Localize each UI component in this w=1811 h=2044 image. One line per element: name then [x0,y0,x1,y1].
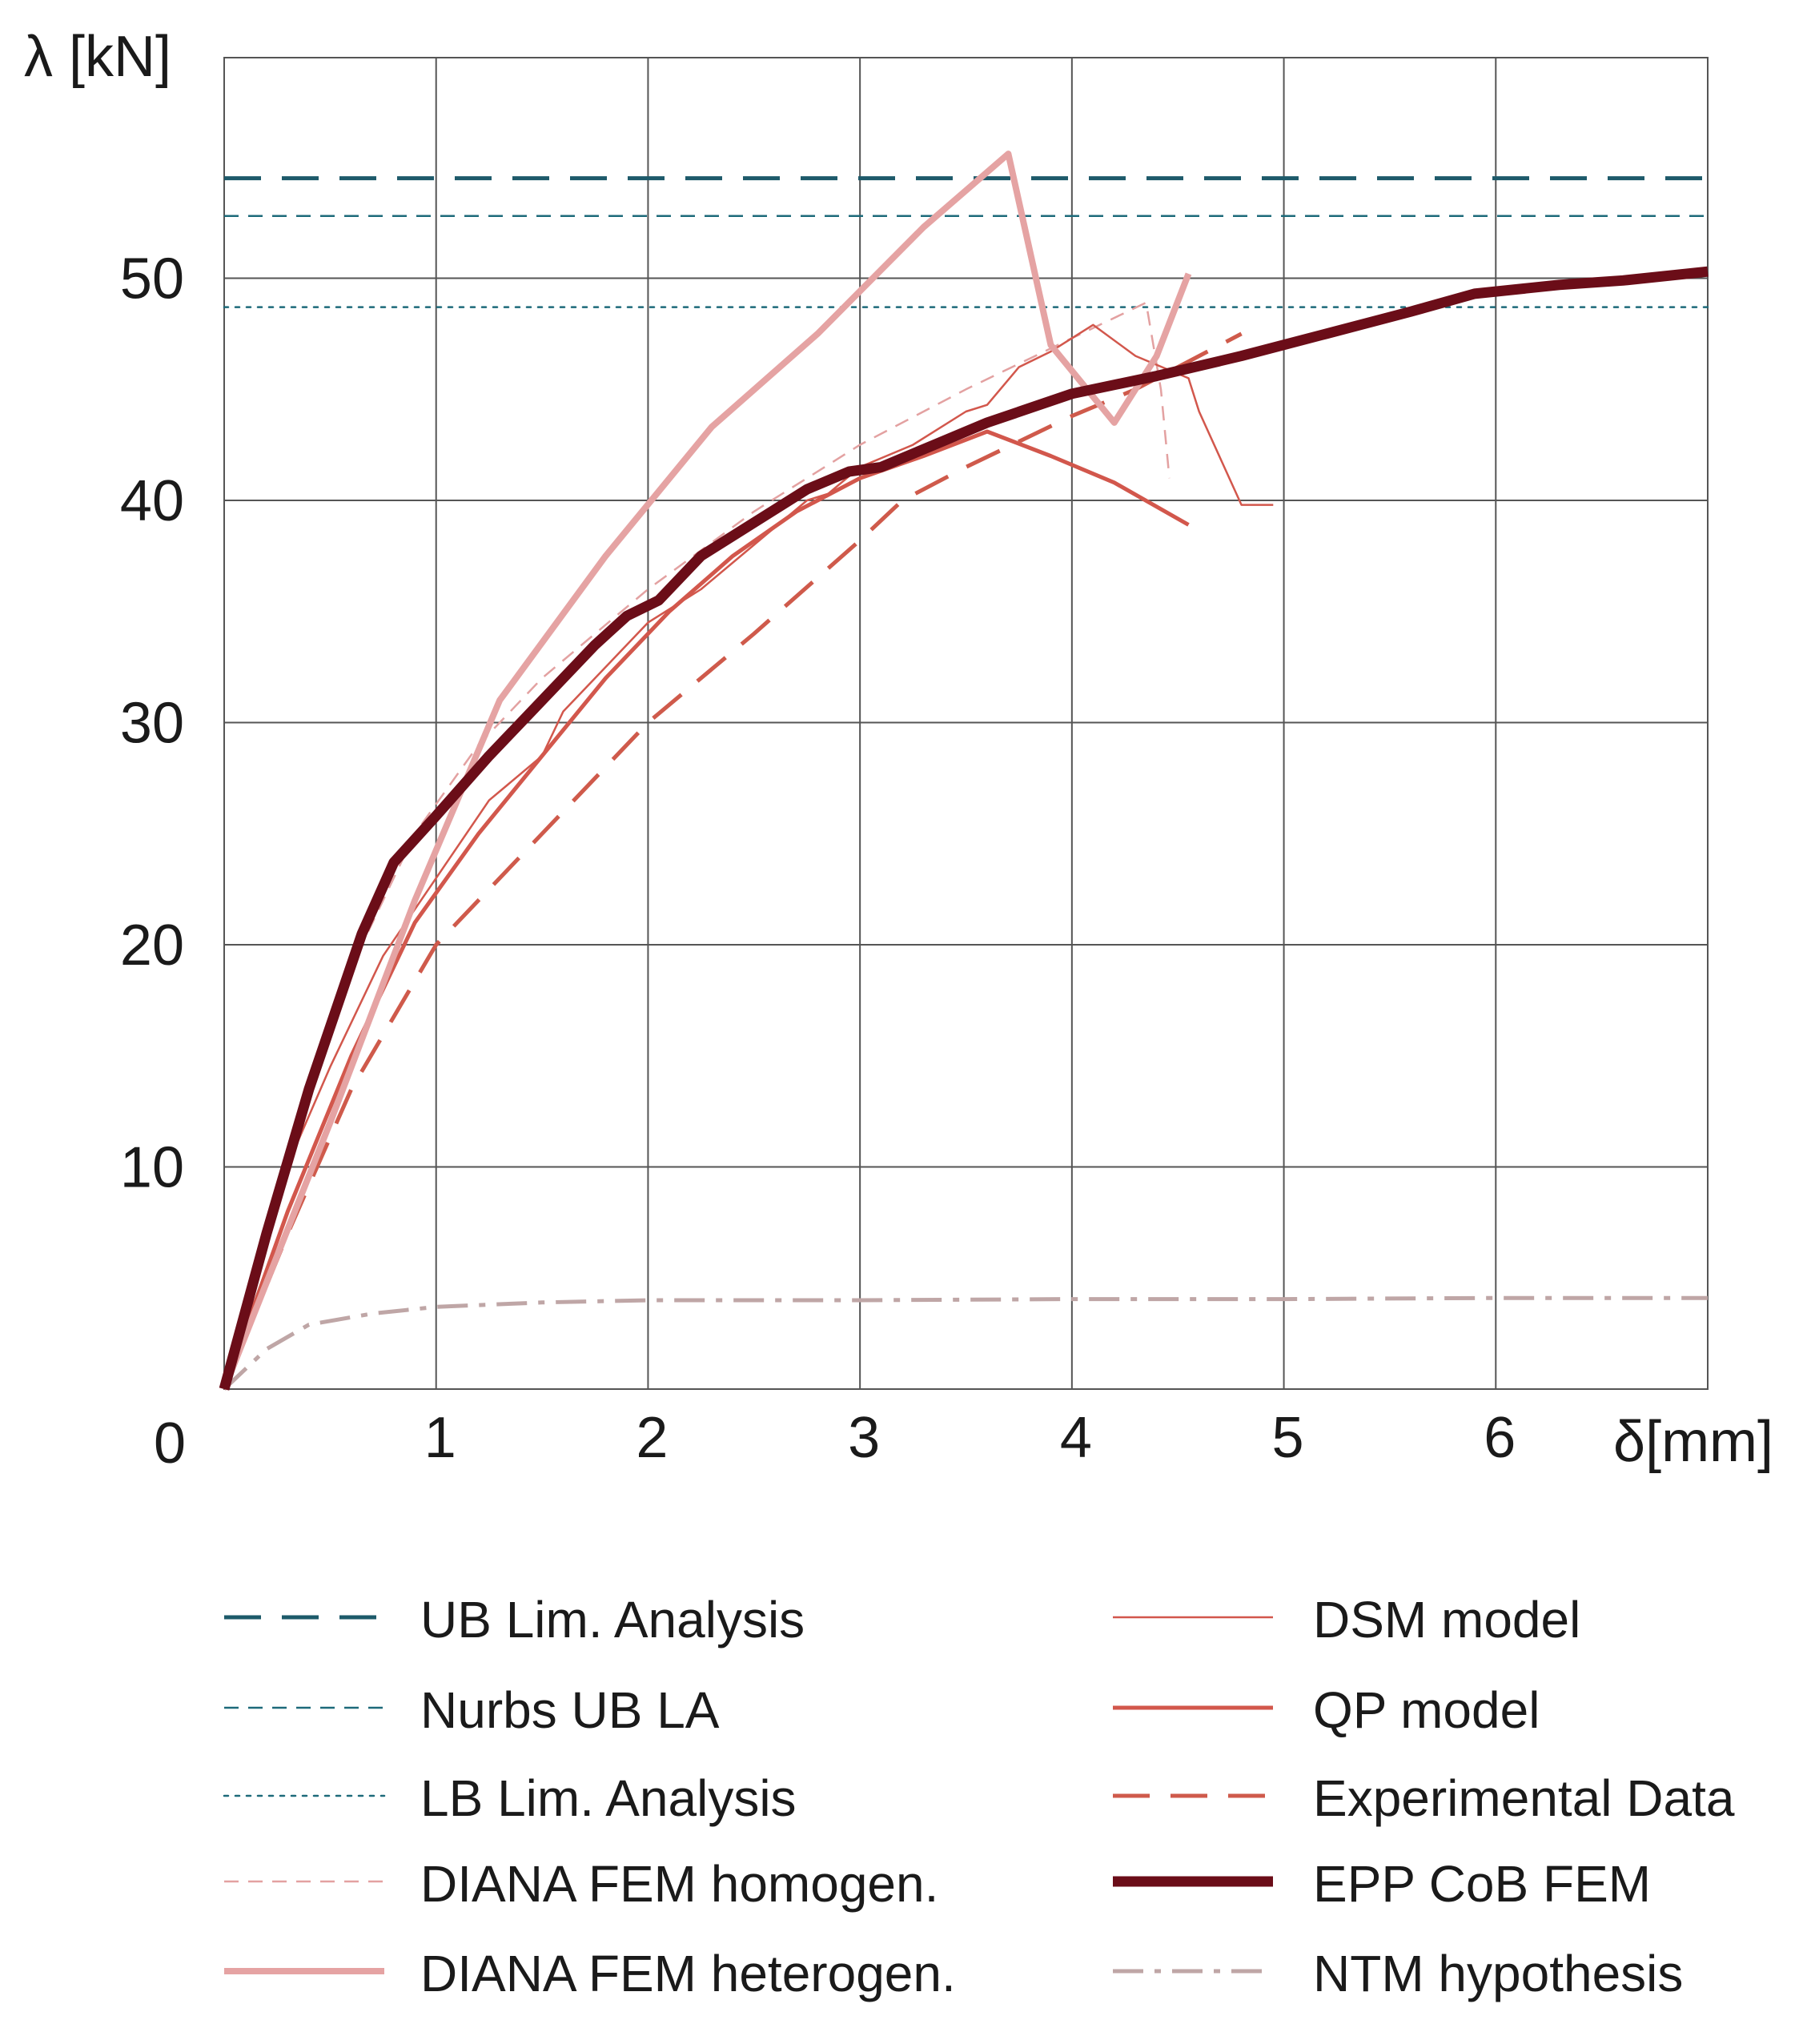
legend-label: EPP CoB FEM [1313,1855,1651,1913]
legend-label: Nurbs UB LA [420,1681,720,1739]
x-tick-label: 6 [1484,1406,1516,1470]
legend-label: LB Lim. Analysis [420,1769,797,1827]
legend-label: QP model [1313,1681,1540,1739]
series-line-ntm-hypothesis [223,1295,1708,1391]
series-line-experimental-data [222,331,1243,1390]
y-tick-label: 10 [120,1136,184,1200]
series-line-dsm-model [223,323,1274,1390]
series-line-diana-fem-heterogen [221,151,1192,1391]
legend-label: NTM hypothesis [1313,1945,1683,2002]
y-tick-label: 40 [120,469,184,533]
series-line-diana-fem-homogen [223,301,1171,1390]
series-layer [219,151,1709,1391]
tick-labels: 0 1 2 3 4 5 6 10 20 30 40 50 [120,247,1516,1476]
legend-label: DSM model [1313,1591,1580,1648]
x-tick-label: 2 [636,1406,668,1470]
legend-label: UB Lim. Analysis [420,1591,805,1648]
x-axis-label: δ[mm] [1613,1410,1773,1474]
x-tick-label: 1 [424,1406,456,1470]
x-tick-label: 5 [1272,1406,1304,1470]
origin-label: 0 [154,1412,186,1476]
legend-label: DIANA FEM heterogen. [420,1945,956,2002]
series-line-epp-cob-fem [219,266,1709,1391]
y-axis-label: λ [kN] [24,25,171,89]
y-tick-label: 20 [120,914,184,978]
legend-label: Experimental Data [1313,1769,1735,1827]
grid [223,57,1709,1390]
legend: UB Lim. Analysis Nurbs UB LA LB Lim. Analy… [223,1591,1735,2002]
x-tick-label: 3 [848,1406,880,1470]
legend-label: DIANA FEM homogen. [420,1855,938,1913]
y-tick-label: 30 [120,692,184,756]
y-tick-label: 50 [120,247,184,311]
x-tick-label: 4 [1060,1406,1092,1470]
